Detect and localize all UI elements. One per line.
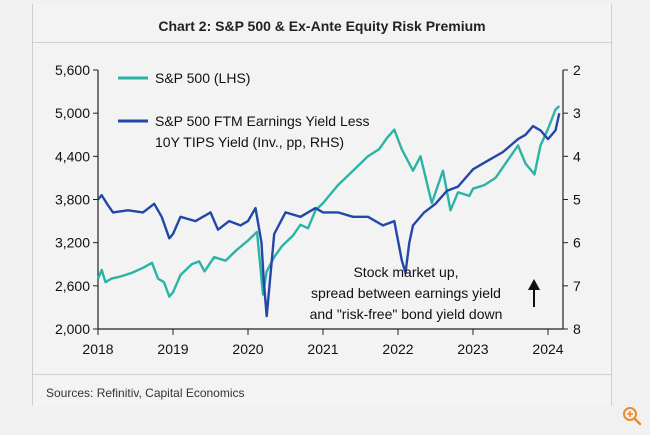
x-tick-label: 2022 <box>382 341 413 357</box>
series-line-risk-premium <box>97 112 561 318</box>
title-divider <box>33 42 611 43</box>
x-tick-label: 2019 <box>157 341 188 357</box>
annotation-text: and "risk-free" bond yield down <box>310 306 503 322</box>
y-right-tick-label: 6 <box>573 235 581 251</box>
y-left-tick-label: 3,800 <box>55 192 90 208</box>
y-left-tick-label: 5,600 <box>55 62 90 78</box>
source-divider <box>33 374 611 375</box>
legend-label-sp500: S&P 500 (LHS) <box>155 70 250 86</box>
annotation-arrow-head <box>528 279 540 290</box>
legend-label-risk-premium-cont: 10Y TIPS Yield (Inv., pp, RHS) <box>155 134 344 150</box>
x-tick-label: 2020 <box>232 341 263 357</box>
y-left-tick-label: 4,400 <box>55 148 90 164</box>
y-right-tick-label: 5 <box>573 192 581 208</box>
x-tick-label: 2024 <box>532 341 563 357</box>
series-line-sp500 <box>96 105 561 298</box>
x-tick-label: 2018 <box>82 341 113 357</box>
y-right-tick-label: 4 <box>573 148 581 164</box>
chart-title: Chart 2: S&P 500 & Ex-Ante Equity Risk P… <box>158 18 486 34</box>
y-right-tick-label: 3 <box>573 105 581 121</box>
zoom-icon[interactable] <box>622 406 642 426</box>
y-left-tick-label: 5,000 <box>55 105 90 121</box>
y-right-tick-label: 2 <box>573 62 581 78</box>
y-left-tick-label: 2,000 <box>55 321 90 337</box>
y-left-tick-label: 3,200 <box>55 235 90 251</box>
source-note: Sources: Refinitiv, Capital Economics <box>46 386 245 400</box>
annotation-text: spread between earnings yield <box>311 285 501 301</box>
y-right-tick-label: 8 <box>573 321 581 337</box>
y-left-tick-label: 2,600 <box>55 278 90 294</box>
legend-label-risk-premium: S&P 500 FTM Earnings Yield Less <box>155 113 370 129</box>
x-tick-label: 2021 <box>307 341 338 357</box>
annotation-text: Stock market up, <box>353 264 458 280</box>
y-right-tick-label: 7 <box>573 278 581 294</box>
x-tick-label: 2023 <box>457 341 488 357</box>
